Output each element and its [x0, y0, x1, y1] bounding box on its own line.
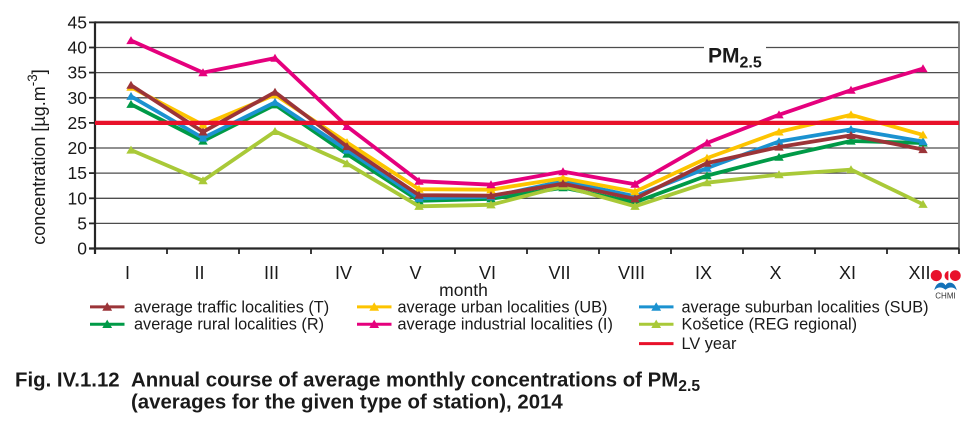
svg-text:VII: VII [548, 263, 570, 283]
svg-text:30: 30 [68, 88, 88, 108]
svg-text:X: X [769, 263, 781, 283]
svg-text:LV year: LV year [682, 335, 737, 353]
svg-text:25: 25 [68, 113, 87, 133]
svg-text:concentration [µg.m-3]: concentration [µg.m-3] [25, 69, 49, 244]
svg-text:Košetice (REG regional): Košetice (REG regional) [682, 316, 858, 334]
svg-text:II: II [194, 263, 204, 283]
svg-text:20: 20 [68, 138, 88, 158]
svg-text:0: 0 [77, 239, 87, 259]
svg-text:III: III [264, 263, 279, 283]
svg-text:5: 5 [77, 213, 87, 233]
svg-text:I: I [125, 263, 130, 283]
svg-text:Fig. IV.1.12 Annual course of: Fig. IV.1.12 Annual course of average mo… [15, 370, 700, 396]
svg-text:45: 45 [68, 12, 87, 32]
svg-text:15: 15 [68, 163, 87, 183]
svg-text:average urban localities (UB): average urban localities (UB) [398, 298, 608, 316]
svg-text:10: 10 [68, 188, 88, 208]
svg-text:average traffic localities (T): average traffic localities (T) [134, 298, 329, 316]
svg-text:VIII: VIII [618, 263, 645, 283]
svg-text:CHMI: CHMI [935, 292, 955, 301]
svg-text:month: month [439, 280, 488, 300]
svg-text:IX: IX [695, 263, 712, 283]
svg-text:IV: IV [335, 263, 352, 283]
svg-text:35: 35 [68, 63, 87, 83]
svg-text:(averages for the given type o: (averages for the given type of station)… [131, 392, 563, 414]
svg-text:VI: VI [479, 263, 496, 283]
svg-text:average industrial localities: average industrial localities (I) [398, 316, 613, 334]
svg-text:XI: XI [839, 263, 856, 283]
svg-text:XII: XII [908, 263, 930, 283]
svg-text:40: 40 [68, 38, 88, 58]
svg-text:V: V [409, 263, 421, 283]
svg-text:average suburban localities (S: average suburban localities (SUB) [682, 298, 929, 316]
svg-text:average rural localities (R): average rural localities (R) [134, 316, 324, 334]
